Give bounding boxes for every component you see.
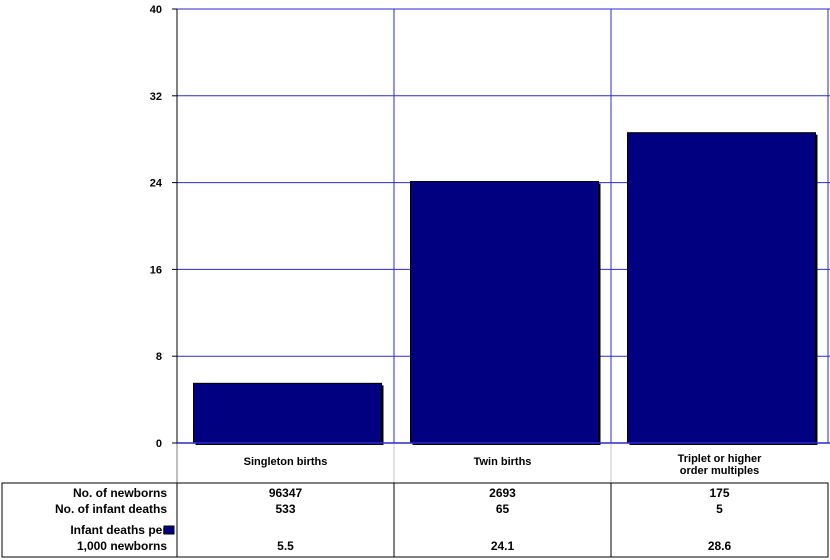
y-tick-label: 0 (156, 438, 162, 450)
table-cell: 5 (716, 502, 723, 516)
table-cell: 65 (496, 502, 510, 516)
table-cell: 28.6 (708, 539, 732, 553)
data-table (1, 482, 829, 558)
bar (410, 181, 599, 444)
y-tick-label: 8 (156, 351, 162, 363)
category-label: Twin births (474, 456, 532, 468)
bar (627, 132, 816, 444)
y-tick-label: 24 (150, 178, 163, 190)
y-tick-label: 16 (150, 264, 162, 276)
table-cell: 5.5 (277, 539, 294, 553)
row-label: No. of infant deaths (55, 502, 167, 516)
row-label: 1,000 newborns (77, 539, 167, 553)
table-cell: 96347 (269, 486, 303, 500)
bar (193, 382, 382, 444)
category-label: Singleton births (244, 456, 328, 468)
y-tick-label: 32 (150, 91, 162, 103)
category-label: order multiples (680, 465, 759, 477)
table-cell: 533 (275, 502, 295, 516)
table-cell: 24.1 (491, 539, 515, 553)
legend-key (163, 525, 175, 535)
row-label: No. of newborns (73, 486, 167, 500)
category-label: Triplet or higher (678, 453, 762, 465)
row-label: Infant deaths per (70, 523, 167, 537)
table-cell: 175 (709, 486, 729, 500)
y-tick-label: 40 (150, 4, 162, 16)
table-cell: 2693 (489, 486, 516, 500)
